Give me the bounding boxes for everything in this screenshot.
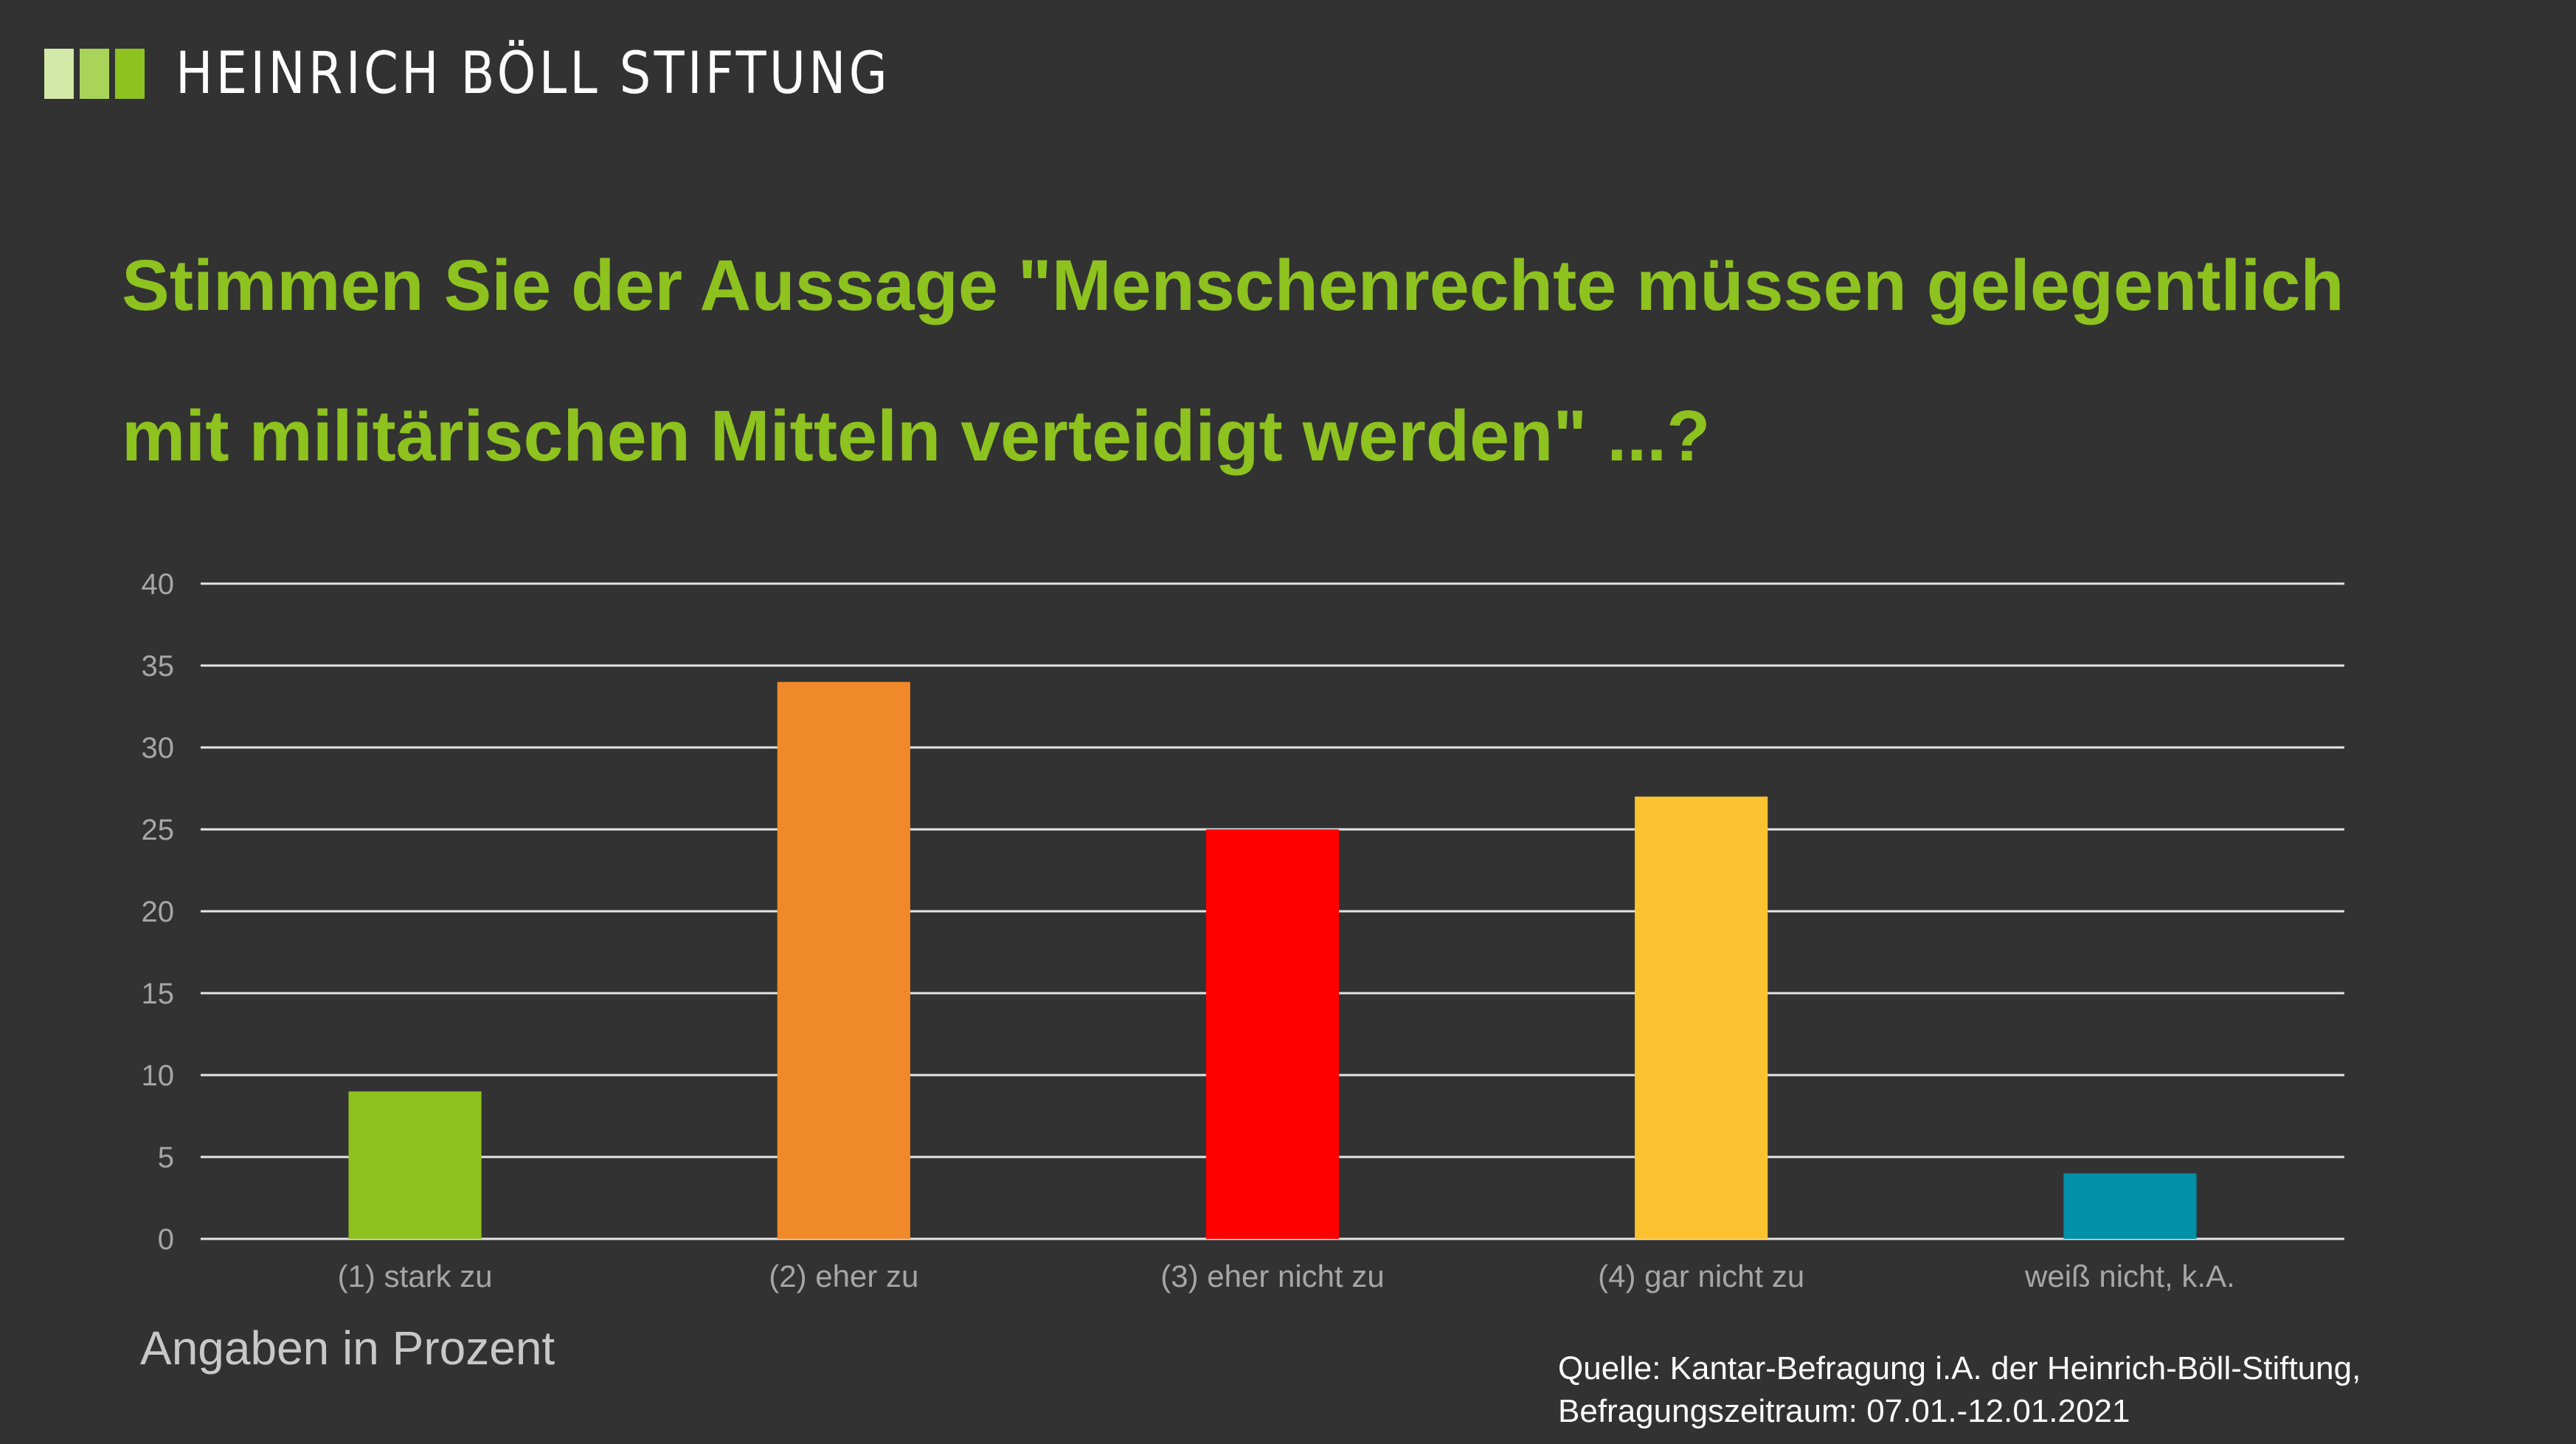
logo: HEINRICH BÖLL STIFTUNG — [44, 41, 1007, 107]
bar-5 — [2063, 1173, 2197, 1239]
y-tick-label: 25 — [142, 814, 175, 846]
bar-2 — [777, 682, 910, 1239]
unit-note: Angaben in Prozent — [140, 1322, 555, 1375]
source-line-1: Quelle: Kantar-Befragung i.A. der Heinri… — [1558, 1350, 2361, 1386]
y-tick-label: 30 — [142, 732, 175, 764]
logo-text: HEINRICH BÖLL STIFTUNG — [176, 41, 891, 107]
logo-square-1 — [44, 49, 74, 99]
y-tick-label: 10 — [142, 1060, 175, 1092]
source-line-2: Befragungszeitraum: 07.01.-12.01.2021 — [1558, 1393, 2130, 1429]
y-tick-label: 35 — [142, 650, 175, 683]
y-tick-label: 0 — [158, 1223, 174, 1256]
x-tick-label: (1) stark zu — [338, 1259, 493, 1293]
x-tick-label: (2) eher zu — [769, 1259, 918, 1293]
x-axis-ticks: (1) stark zu (2) eher zu (3) eher nicht zu… — [338, 1259, 2235, 1293]
y-tick-label: 15 — [142, 978, 175, 1010]
bar-4 — [1635, 796, 1768, 1239]
x-tick-label: weiß nicht, k.A. — [2024, 1259, 2235, 1293]
logo-squares — [44, 49, 145, 99]
logo-square-2 — [80, 49, 109, 99]
bar-3 — [1205, 829, 1340, 1239]
y-tick-label: 5 — [158, 1141, 174, 1174]
logo-square-3 — [115, 49, 145, 99]
x-tick-label: (3) eher nicht zu — [1160, 1259, 1384, 1293]
source-note: Quelle: Kantar-Befragung i.A. der Heinri… — [1558, 1347, 2361, 1433]
chart-title: Stimmen Sie der Aussage "Menschenrechte … — [122, 245, 2344, 476]
y-tick-label: 20 — [142, 896, 175, 928]
y-axis-ticks: 0 5 10 15 20 25 30 35 40 — [142, 568, 175, 1256]
bars — [348, 682, 2197, 1239]
x-tick-label: (4) gar nicht zu — [1598, 1259, 1804, 1293]
y-tick-label: 40 — [142, 568, 175, 601]
bar-1 — [348, 1091, 482, 1239]
